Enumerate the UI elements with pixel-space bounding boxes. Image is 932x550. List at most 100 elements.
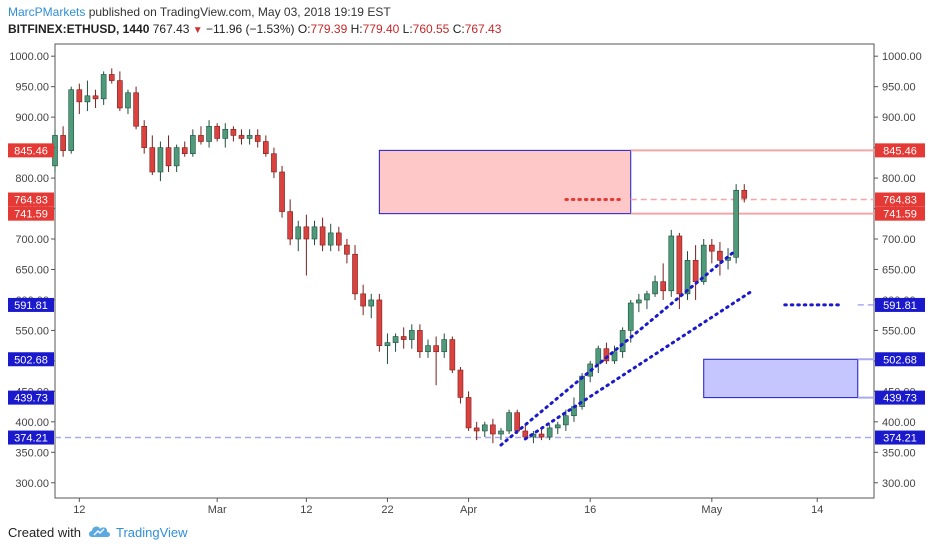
candle-body: [741, 189, 748, 199]
horizontal-lines: [55, 149, 874, 439]
candle-body: [254, 135, 261, 142]
right-price-tag: [875, 352, 925, 367]
candle: [125, 89, 131, 115]
candle-body: [611, 351, 618, 362]
price-chart[interactable]: 300.00350.00400.00450.00500.00550.00600.…: [0, 0, 932, 516]
candle-body: [700, 244, 707, 282]
time-tick-label: 16: [584, 504, 596, 516]
left-price-tag-text: 591.81: [14, 300, 48, 312]
right-tick-label: 400.00: [882, 417, 916, 429]
candles: [52, 68, 748, 444]
candle-body: [287, 211, 293, 240]
candle-body: [425, 345, 431, 353]
candle: [595, 345, 602, 374]
candle-body: [295, 226, 302, 240]
time-tick-label: 12: [73, 504, 85, 516]
left-price-tag-text: 741.59: [14, 209, 48, 221]
candle: [741, 184, 748, 203]
candle: [425, 339, 431, 358]
candle-body: [368, 299, 375, 307]
right-price-tag-text: 439.73: [883, 393, 917, 405]
left-tick-label: 350.00: [15, 447, 49, 459]
time-tick-label: 22: [381, 504, 393, 516]
candle: [473, 421, 480, 441]
candle-body: [263, 141, 269, 154]
candle: [408, 324, 415, 349]
candle: [538, 427, 545, 441]
chart-frame: [54, 43, 875, 499]
candle-body: [222, 129, 229, 139]
candle-body: [327, 232, 334, 246]
left-price-axis[interactable]: 300.00350.00400.00450.00500.00550.00600.…: [9, 51, 55, 490]
candle-body: [506, 412, 512, 432]
candle-body: [619, 330, 626, 353]
candle-body: [522, 430, 529, 438]
candle: [100, 71, 107, 105]
right-price-axis[interactable]: 300.00350.00400.00450.00500.00550.00600.…: [874, 51, 922, 490]
last-price: 767.43: [152, 22, 190, 36]
candle: [271, 147, 277, 179]
candle-body: [514, 412, 521, 432]
candle-body: [490, 424, 496, 435]
candle-body: [360, 293, 366, 307]
time-axis[interactable]: 12 Mar 12 22 Apr 16 May 14: [73, 498, 823, 516]
candle: [214, 123, 220, 142]
candle-body: [473, 427, 480, 432]
symbol-line: BITFINEX:ETHUSD, 1440 767.43 ▼ −11.96 (−…: [8, 22, 501, 36]
candle-body: [157, 147, 164, 173]
candle: [173, 144, 180, 172]
candle-body: [684, 260, 691, 295]
candle-body: [271, 153, 277, 173]
chart-header: MarcPMarkets published on TradingView.co…: [0, 0, 932, 44]
candle-body: [717, 250, 723, 261]
right-price-tag-text: 591.81: [883, 300, 917, 312]
left-price-tag: [8, 192, 54, 207]
created-with-text: Created with: [8, 525, 81, 540]
candle: [68, 86, 75, 154]
tradingview-brand[interactable]: TradingView: [116, 525, 188, 540]
right-price-tag-text: 764.83: [883, 194, 917, 206]
candle: [368, 293, 375, 319]
candle-body: [198, 135, 204, 142]
publish-info: published on TradingView.com, May 03, 20…: [88, 5, 391, 19]
left-tick-label: 400.00: [15, 417, 49, 429]
candle: [311, 220, 318, 246]
candle: [133, 86, 139, 130]
right-tick-label: 1000.00: [882, 51, 922, 63]
candle: [198, 126, 204, 145]
candle-body: [417, 330, 423, 353]
candle: [60, 126, 66, 157]
candle: [206, 120, 212, 148]
candle-body: [733, 189, 739, 258]
candle-body: [279, 171, 285, 212]
left-tick-label: 950.00: [15, 82, 49, 94]
candle-body: [335, 232, 342, 246]
candle-body: [498, 430, 504, 435]
dotted-trendlines: [499, 197, 844, 447]
open-label: O:: [297, 22, 311, 36]
candle: [246, 129, 253, 145]
candle: [392, 333, 399, 352]
candle-body: [627, 302, 634, 331]
candle-body: [108, 74, 115, 81]
candle: [441, 333, 448, 358]
candle-body: [449, 339, 456, 371]
candle: [352, 245, 358, 300]
author-link[interactable]: MarcPMarkets: [8, 5, 86, 19]
right-tick-label: 350.00: [882, 447, 916, 459]
left-tick-label: 1000.00: [9, 51, 49, 63]
candle: [490, 418, 496, 444]
low-label: L:: [402, 22, 413, 36]
candle-body: [579, 375, 585, 407]
close-value: 767.43: [464, 22, 502, 36]
candle-body: [238, 135, 245, 139]
candle: [157, 141, 164, 182]
candle-body: [149, 147, 156, 173]
left-tick-label: 650.00: [15, 264, 49, 276]
candle: [279, 165, 285, 218]
candle: [546, 424, 553, 441]
candle-body: [392, 336, 399, 343]
time-tick-label: Mar: [208, 504, 227, 516]
candle: [287, 199, 293, 246]
candle: [733, 184, 739, 264]
